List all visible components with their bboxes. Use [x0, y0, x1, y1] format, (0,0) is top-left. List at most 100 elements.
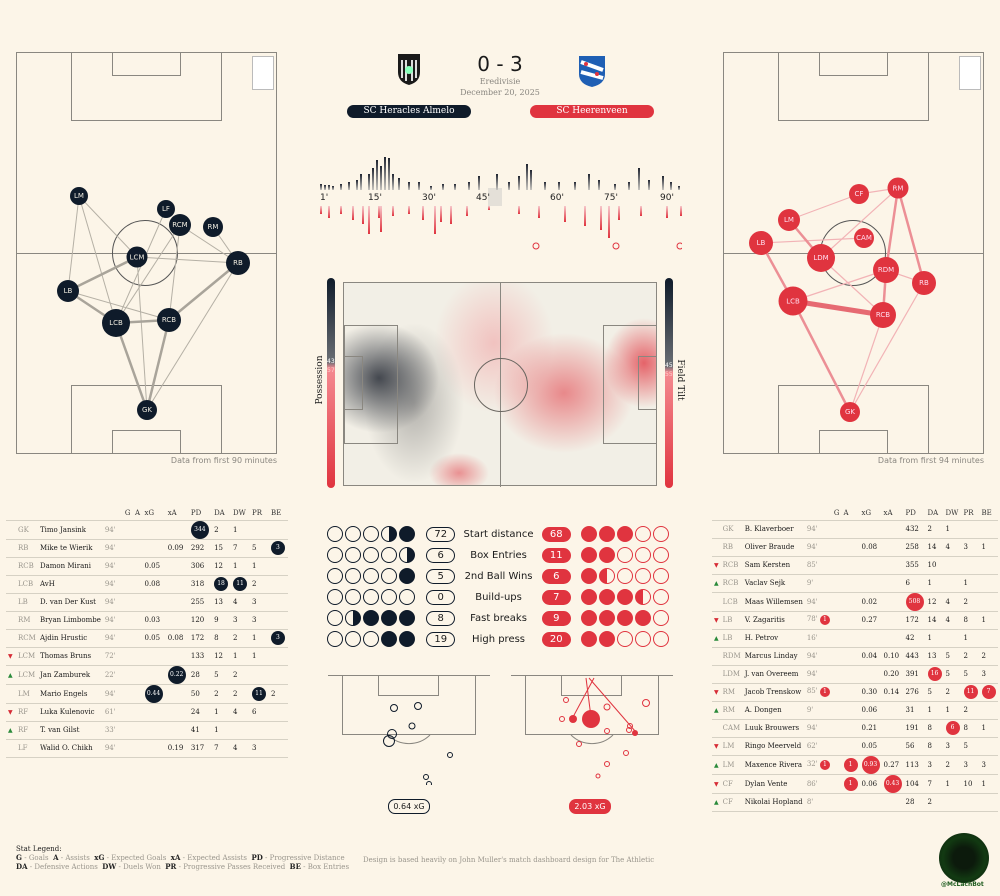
rating-dot-icon [616, 526, 633, 542]
tick-1: 1' [320, 193, 328, 203]
away-xg-badge: 2.03 xG [569, 799, 611, 814]
stat-pd: 443 [903, 646, 926, 665]
minutes-played: 78' 1 [804, 610, 832, 629]
column-header: A [134, 508, 141, 517]
home-node-lm: LM [70, 187, 88, 205]
minutes-played: 94' [804, 646, 832, 665]
stat-dw: 1 [943, 700, 962, 719]
player-row: ▲ LB H. Petrov 16' 42 1 1 [712, 628, 998, 647]
legend-abbr: BE [289, 862, 301, 871]
rating-dot-icon [580, 631, 597, 647]
goal-badge: 1 [819, 615, 830, 625]
stat-xg [859, 792, 882, 812]
tick-90: 90' [660, 193, 674, 203]
player-name: Timo Jansink [38, 519, 103, 539]
stat-a [132, 664, 143, 684]
player-row: ▲ CF Nikolai Hopland 8' 28 2 [712, 792, 998, 812]
stat-dw: 7 [231, 538, 250, 557]
player-name: Mike te Wierik [38, 538, 103, 557]
field-tilt-away-value: 55 [665, 371, 673, 378]
stat-be: 3 [979, 754, 998, 774]
stat-be [268, 610, 288, 629]
rating-dot-icon [616, 631, 633, 647]
player-row: RM Bryan Limbombe 94' 0.03 120 9 3 3 [6, 610, 288, 629]
stat-xg [859, 664, 882, 683]
stat-dw: 4 [231, 702, 250, 721]
possession-away-value: 57 [327, 367, 335, 374]
stat-a [132, 628, 143, 647]
subbed-off-icon: ▼ [714, 689, 719, 696]
stat-be: 2 [979, 646, 998, 665]
stat-pd: 31 [903, 700, 926, 719]
rating-dot-icon [345, 568, 361, 584]
player-row: LDM J. van Overeem 94' 0.20 391 16 5 5 3 [712, 664, 998, 683]
minutes-played: 94' [102, 738, 123, 758]
away-node-cf: CF [849, 184, 869, 204]
stat-pd: 28 [903, 792, 926, 812]
stat-xa: 0.27 [881, 754, 904, 774]
away-node-rcb: RCB [870, 302, 896, 328]
minutes-played: 94' [102, 538, 123, 557]
player-row: ▲ RM A. Dongen 9' 0.06 31 1 1 2 [712, 700, 998, 719]
rating-dot-icon [345, 589, 361, 605]
mclachbot-logo [939, 833, 989, 883]
home-network-note: Data from first 90 minutes [170, 456, 277, 465]
stat-pd: 306 [188, 556, 213, 575]
rating-dot-icon [327, 526, 343, 542]
stat-dw: 1 [943, 773, 962, 793]
home-node-gk: GK [137, 400, 157, 420]
stat-g [831, 591, 842, 611]
player-row: LCB Maas Willemsen 94' 0.02 508 12 4 2 [712, 591, 998, 611]
metric-label: 2nd Ball Wins [464, 570, 533, 582]
away-value: 20 [541, 631, 571, 647]
stat-g [122, 702, 133, 721]
subbed-on-icon: ▲ [714, 707, 719, 714]
stat-xa [881, 573, 904, 592]
stat-xa: 0.19 [165, 738, 189, 758]
tick-45: 45' [476, 193, 490, 203]
metric-label: Fast breaks [470, 612, 527, 624]
stat-a [132, 738, 143, 758]
player-name: Dylan Vente [742, 773, 805, 793]
stat-xg [859, 555, 882, 574]
stat-xa [881, 700, 904, 719]
player-position: LF [16, 738, 38, 758]
stat-a [132, 556, 143, 575]
highlight-stat: 18 [214, 577, 229, 591]
away-value: 11 [541, 547, 571, 563]
highlight-stat: 11 [252, 686, 266, 701]
stat-xg [142, 592, 166, 611]
stat-xa [165, 683, 189, 703]
stat-xg [859, 573, 882, 592]
minutes-played: 86' [804, 773, 832, 793]
highlight-stat: 11 [233, 577, 248, 591]
player-name: AvH [38, 574, 103, 593]
player-row: LM Mario Engels 94' 0.44 50 2 2 11 2 [6, 683, 288, 703]
stat-g [122, 538, 133, 557]
stat-g [122, 720, 133, 739]
player-row: GK B. Klaverboer 94' 432 2 1 [712, 519, 998, 538]
stat-da: 1 [212, 720, 232, 739]
stat-da: 5 [212, 664, 232, 684]
stat-xg: 0.04 [859, 646, 882, 665]
home-shot-map [328, 675, 490, 785]
player-name: Mario Engels [38, 683, 103, 703]
stat-pr [961, 792, 980, 812]
stat-dw: 1 [943, 519, 962, 538]
player-row: RCM Ajdin Hrustic 94' 0.05 0.08 172 8 2 1 3 [6, 628, 288, 647]
legend-title: Stat Legend: [16, 845, 62, 853]
column-header: DW [945, 508, 959, 517]
away-pass-network: Data from first 94 minutes [723, 52, 984, 465]
stat-g [831, 573, 842, 592]
comparison-row: 0 Build-ups 7 [327, 587, 677, 607]
momentum-chart: 1' 15' 30' 45' 60' 75' 90' [318, 152, 684, 252]
stat-xa: 0.09 [165, 538, 189, 557]
player-row: ▲ LM Maxence Rivera 32' 1 1 0.93 0.27 113 3 2 3 3 [712, 754, 998, 774]
stat-da: 8 [925, 736, 944, 755]
stat-a [132, 519, 143, 539]
legend-desc: Expected Assists [187, 854, 247, 862]
stat-a [841, 519, 860, 538]
rating-dot-icon [381, 568, 397, 584]
player-name: A. Dongen [742, 700, 805, 719]
stat-xa [165, 592, 189, 611]
